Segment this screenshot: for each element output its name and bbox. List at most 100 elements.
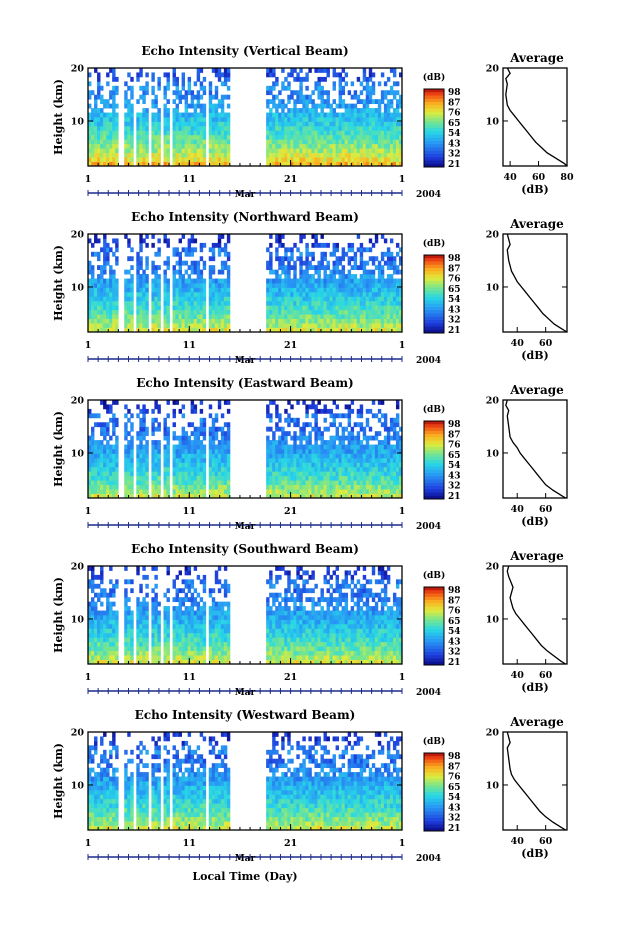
- heatmap-cell: [398, 323, 403, 328]
- heatmap-cell: [353, 449, 358, 454]
- heatmap-cell: [269, 117, 273, 122]
- heatmap-cell: [296, 462, 300, 468]
- heatmap-cell: [320, 480, 324, 486]
- heatmap-cell: [320, 309, 324, 315]
- heatmap-cell: [353, 480, 358, 486]
- colorbar-label: 65: [448, 285, 461, 295]
- heatmap-cell: [296, 493, 300, 499]
- heatmap-cell: [124, 296, 128, 302]
- heatmap-cell: [193, 283, 198, 288]
- heatmap-cell: [326, 318, 330, 324]
- heatmap-cell: [193, 260, 198, 266]
- heatmap-cell: [371, 471, 376, 477]
- heatmap-cell: [163, 471, 167, 477]
- heatmap-cell: [347, 242, 352, 248]
- heatmap-cell: [314, 157, 318, 162]
- heatmap-cell: [136, 637, 140, 643]
- heatmap-cell: [365, 269, 370, 275]
- heatmap-cell: [190, 462, 195, 468]
- heatmap-cell: [94, 632, 98, 638]
- heatmap-cell: [395, 466, 400, 472]
- heatmap-cell: [172, 466, 176, 472]
- heatmap-cell: [151, 265, 155, 271]
- heatmap-cell: [214, 143, 219, 149]
- heatmap-cell: [127, 148, 131, 154]
- heatmap-cell: [341, 152, 346, 158]
- heatmap-cell: [368, 283, 373, 288]
- heatmap-cell: [100, 108, 104, 113]
- heatmap-cell: [157, 471, 161, 477]
- heatmap-cell: [374, 449, 379, 454]
- heatmap-cell: [163, 117, 167, 122]
- heatmap-cell: [190, 130, 195, 136]
- heatmap-cell: [136, 475, 140, 481]
- heatmap-cell: [139, 121, 143, 127]
- heatmap-cell: [217, 453, 222, 459]
- heatmap-cell: [91, 449, 95, 454]
- heatmap-cell: [223, 296, 228, 302]
- heatmap-cell: [392, 134, 397, 140]
- heatmap-cell: [278, 435, 282, 441]
- heatmap-cell: [157, 305, 161, 311]
- heatmap-cell: [196, 453, 201, 459]
- heatmap-cell: [106, 99, 110, 105]
- heatmap-cell: [278, 314, 282, 320]
- heatmap-cell: [317, 81, 321, 87]
- heatmap-cell: [299, 287, 303, 293]
- heatmap-cell: [314, 327, 318, 333]
- heatmap-cell: [151, 327, 155, 333]
- heatmap-cell: [193, 435, 198, 441]
- heatmap-cell: [272, 143, 276, 149]
- heatmap-cell: [199, 323, 204, 328]
- heatmap-cell: [187, 265, 192, 271]
- heatmap-cell: [199, 94, 204, 100]
- heatmap-cell: [112, 143, 116, 149]
- heatmap-cell: [139, 94, 143, 100]
- heatmap-cell: [362, 85, 367, 91]
- heatmap-cell: [398, 283, 403, 288]
- heatmap-cell: [184, 251, 189, 257]
- heatmap-cell: [214, 471, 219, 477]
- heatmap-cell: [199, 314, 204, 320]
- colorbar-swatch: [424, 329, 444, 334]
- heatmap-cell: [305, 457, 309, 463]
- heatmap-cell: [296, 422, 300, 428]
- heatmap-cell: [199, 466, 204, 472]
- heatmap-cell: [157, 404, 161, 410]
- heatmap-cell: [374, 287, 379, 293]
- heatmap-cell: [142, 435, 146, 441]
- heatmap-cell: [208, 256, 213, 262]
- heatmap-cell: [347, 471, 352, 477]
- heatmap-cell: [103, 283, 107, 288]
- heatmap-cell: [100, 457, 104, 463]
- heatmap-cell: [184, 475, 189, 481]
- heatmap-cell: [290, 318, 294, 324]
- heatmap-cell: [317, 265, 321, 271]
- heatmap-cell: [284, 278, 288, 284]
- heatmap-cell: [287, 309, 291, 315]
- heatmap-cell: [202, 134, 207, 140]
- heatmap-cell: [368, 274, 373, 279]
- heatmap-cell: [317, 314, 321, 320]
- heatmap-cell: [368, 161, 373, 167]
- heatmap-cell: [127, 157, 131, 162]
- heatmap-cell: [166, 426, 170, 432]
- heatmap-cell: [172, 278, 176, 284]
- heatmap-cell: [299, 265, 303, 271]
- heatmap-cell: [136, 457, 140, 463]
- heatmap-cell: [226, 68, 231, 73]
- heatmap-cell: [190, 99, 195, 105]
- heatmap-cell: [196, 489, 201, 494]
- heatmap-cell: [97, 238, 101, 244]
- heatmap-cell: [359, 99, 364, 105]
- heatmap-cell: [163, 444, 167, 450]
- heatmap-cell: [359, 480, 364, 486]
- heatmap-cell: [296, 296, 300, 302]
- heatmap-cell: [208, 475, 213, 481]
- heatmap-cell: [329, 462, 333, 468]
- heatmap-cell: [145, 117, 149, 122]
- heatmap-cell: [115, 161, 119, 167]
- heatmap-cell: [109, 475, 113, 481]
- heatmap-cell: [166, 99, 170, 105]
- heatmap-cell: [115, 300, 119, 306]
